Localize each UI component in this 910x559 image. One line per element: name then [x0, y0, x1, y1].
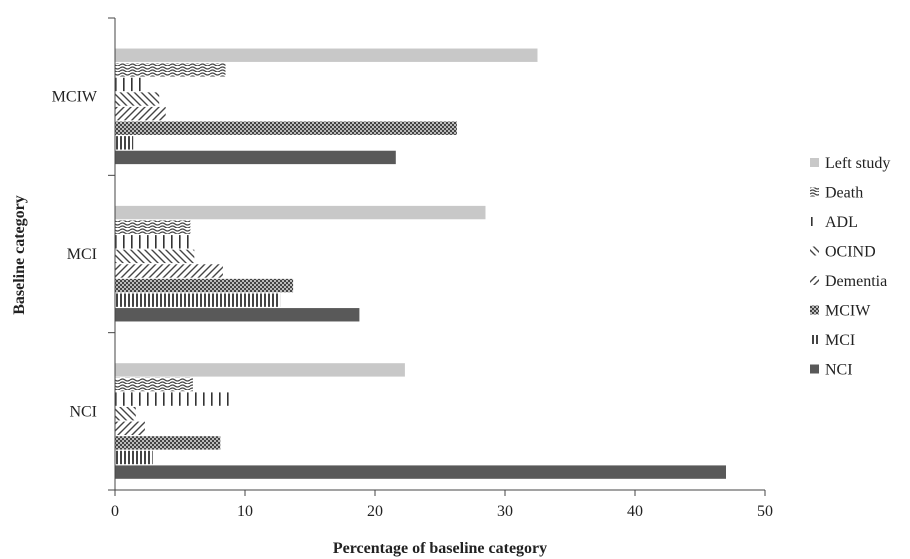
x-tick-label: 20 — [367, 503, 383, 520]
x-tick-labels: 0 10 20 30 40 50 — [111, 503, 773, 520]
bar-mciw-ocind — [115, 92, 160, 106]
bar-mciw-death — [115, 63, 226, 77]
bar-mci-mciw — [115, 278, 294, 293]
legend-swatch-dementia — [810, 276, 819, 285]
legend-label-dementia: Dementia — [825, 273, 887, 290]
bar-mciw-left-study — [115, 48, 538, 62]
bar-nci-nci — [115, 465, 726, 479]
y-category-label: NCI — [69, 403, 97, 420]
legend-swatch-death — [810, 187, 819, 197]
bar-nci-mciw — [115, 436, 221, 450]
bar-mci-death — [115, 220, 191, 234]
legend-label-death: Death — [825, 185, 863, 202]
x-tick-label: 0 — [111, 503, 119, 520]
x-axis-title: Percentage of baseline category — [333, 540, 547, 557]
bar-mci-nci — [115, 308, 360, 322]
bar-nci-ocind — [115, 407, 136, 421]
legend-label-ocind: OCIND — [825, 244, 876, 261]
x-tick-label: 40 — [627, 503, 643, 520]
y-category-label: MCIW — [52, 89, 98, 106]
bar-mciw-mci — [115, 136, 134, 150]
legend: Left study Death ADL OCIND Dementia MCIW MCI NC… — [810, 155, 890, 379]
x-tick-label: 50 — [757, 503, 773, 520]
legend-label-mci: MCI — [825, 332, 855, 349]
bar-mci-adl — [115, 235, 195, 249]
y-axis-title: Baseline category — [11, 195, 28, 315]
bar-mciw-dementia — [115, 106, 166, 121]
bar-mciw-mciw — [115, 121, 457, 135]
legend-label-left-study: Left study — [825, 155, 890, 172]
x-tick-label: 30 — [497, 503, 513, 520]
bar-mci-mci — [115, 293, 281, 307]
bar-nci-mci — [115, 450, 153, 465]
legend-swatch-mciw — [810, 305, 819, 315]
bar-mciw-adl — [115, 77, 145, 92]
bar-nci-adl — [115, 392, 232, 406]
legend-swatch-nci — [810, 364, 819, 374]
bar-mciw-nci — [115, 150, 396, 165]
y-category-labels: NCI MCI MCIW — [52, 89, 98, 421]
bar-nci-left-study — [115, 363, 405, 377]
legend-swatch-ocind — [810, 246, 819, 256]
plot-area — [115, 48, 726, 479]
bar-mci-ocind — [115, 249, 195, 264]
legend-swatch-adl — [810, 217, 819, 226]
legend-swatch-left-study — [810, 158, 819, 167]
legend-label-adl: ADL — [825, 214, 858, 231]
legend-swatch-mci — [810, 335, 819, 344]
axes — [108, 17, 766, 496]
bar-nci-dementia — [115, 421, 145, 435]
y-category-label: MCI — [67, 246, 97, 263]
legend-label-mciw: MCIW — [825, 303, 871, 320]
bar-mci-left-study — [115, 205, 486, 220]
bar-mci-dementia — [115, 264, 223, 278]
x-tick-label: 10 — [237, 503, 253, 520]
bar-nci-death — [115, 377, 193, 392]
legend-label-nci: NCI — [825, 362, 853, 379]
